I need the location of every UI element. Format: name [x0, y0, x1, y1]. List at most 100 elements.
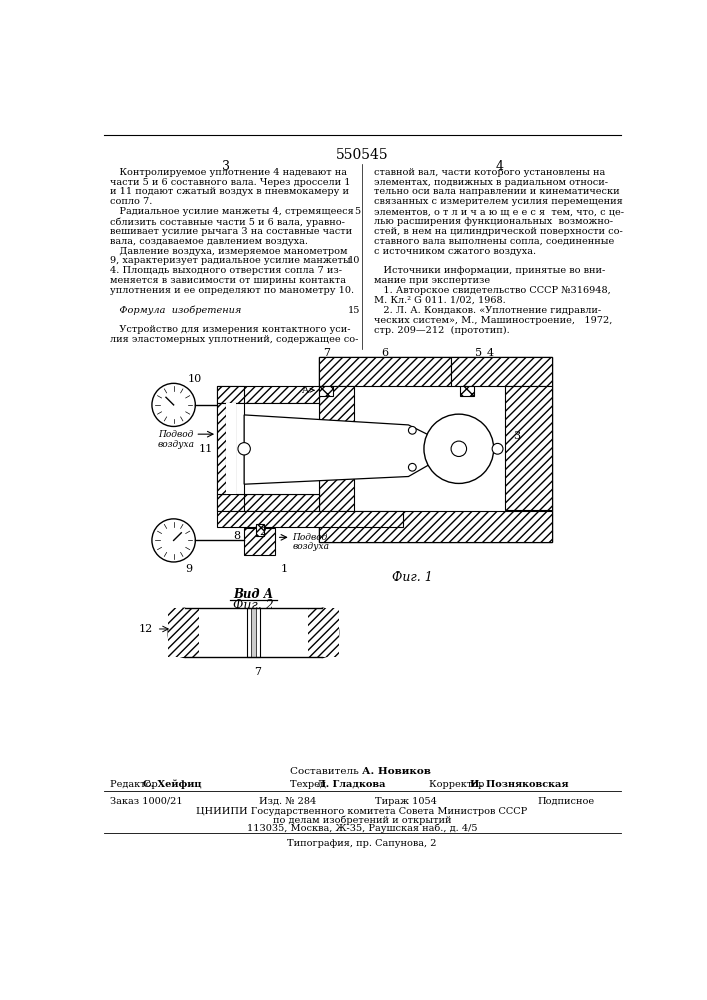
- Text: Вид А: Вид А: [233, 588, 274, 601]
- Text: 4: 4: [495, 160, 503, 173]
- Text: 5: 5: [354, 207, 361, 216]
- Bar: [235, 403, 244, 494]
- Text: 12: 12: [139, 624, 153, 634]
- Bar: [320, 386, 333, 396]
- Bar: [451, 357, 552, 386]
- Circle shape: [152, 383, 195, 426]
- Bar: [217, 511, 403, 527]
- Text: Подписное: Подписное: [538, 797, 595, 806]
- Circle shape: [424, 414, 493, 483]
- Bar: [217, 403, 226, 494]
- Text: уплотнения и ее определяют по манометру 10.: уплотнения и ее определяют по манометру …: [110, 286, 354, 295]
- Circle shape: [409, 426, 416, 434]
- Text: и 11 подают сжатый воздух в пневмокамеру и: и 11 подают сжатый воздух в пневмокамеру…: [110, 187, 349, 196]
- Text: Формула  изобретения: Формула изобретения: [110, 306, 242, 315]
- Bar: [251, 608, 256, 657]
- Text: лью расширения функциональных  возможно-: лью расширения функциональных возможно-: [373, 217, 612, 226]
- Text: ставной вал, части которого установлены на: ставной вал, части которого установлены …: [373, 168, 604, 177]
- Bar: [320, 357, 451, 386]
- Wedge shape: [168, 616, 185, 650]
- Text: 1: 1: [281, 564, 288, 574]
- Text: ческих систем», М., Машиностроение,   1972,: ческих систем», М., Машиностроение, 1972…: [373, 316, 612, 325]
- Circle shape: [409, 463, 416, 471]
- Bar: [217, 386, 320, 403]
- Text: 7: 7: [254, 667, 261, 677]
- Text: Радиальное усилие манжеты 4, стремящееся: Радиальное усилие манжеты 4, стремящееся: [110, 207, 354, 216]
- Text: 11: 11: [199, 444, 213, 454]
- Text: 550545: 550545: [336, 148, 388, 162]
- Text: 9, характеризует радиальное усилие манжеты: 9, характеризует радиальное усилие манже…: [110, 256, 351, 265]
- Text: М. Кл.² G 011. 1/02, 1968.: М. Кл.² G 011. 1/02, 1968.: [373, 296, 506, 305]
- Text: 4. Площадь выходного отверстия сопла 7 из-: 4. Площадь выходного отверстия сопла 7 и…: [110, 266, 342, 275]
- Text: тельно оси вала направлении и кинематически: тельно оси вала направлении и кинематиче…: [373, 187, 619, 196]
- Text: Редактор: Редактор: [110, 780, 161, 789]
- Text: Контролируемое уплотнение 4 надевают на: Контролируемое уплотнение 4 надевают на: [110, 168, 347, 177]
- Text: Изд. № 284: Изд. № 284: [259, 797, 316, 806]
- Bar: [256, 524, 264, 536]
- Text: связанных с измерителем усилия перемещения: связанных с измерителем усилия перемещен…: [373, 197, 622, 206]
- Text: 4: 4: [486, 348, 493, 358]
- Text: Заказ 1000/21: Заказ 1000/21: [110, 797, 182, 806]
- Bar: [168, 608, 199, 657]
- Text: Подвод: Подвод: [158, 430, 194, 439]
- Circle shape: [152, 519, 195, 562]
- Bar: [217, 403, 320, 494]
- Text: Источники информации, принятые во вни-: Источники информации, принятые во вни-: [373, 266, 604, 275]
- Text: А. Новиков: А. Новиков: [362, 767, 431, 776]
- Text: ставного вала выполнены сопла, соединенные: ставного вала выполнены сопла, соединенн…: [373, 237, 614, 246]
- Text: вешивает усилие рычага 3 на составные части: вешивает усилие рычага 3 на составные ча…: [110, 227, 352, 236]
- Bar: [217, 386, 244, 403]
- Text: стр. 209—212  (прототип).: стр. 209—212 (прототип).: [373, 325, 509, 335]
- Text: воздуха: воздуха: [292, 542, 329, 551]
- Bar: [217, 494, 244, 511]
- Text: по делам изобретений и открытий: по делам изобретений и открытий: [273, 815, 451, 825]
- Text: меняется в зависимости от ширины контакта: меняется в зависимости от ширины контакт…: [110, 276, 346, 285]
- Text: 2: 2: [259, 527, 266, 537]
- Circle shape: [238, 443, 250, 455]
- Bar: [320, 511, 552, 542]
- Polygon shape: [244, 415, 440, 484]
- Text: 6: 6: [382, 348, 389, 358]
- Text: воздуха: воздуха: [158, 440, 194, 449]
- Text: мание при экспертизе: мание при экспертизе: [373, 276, 490, 285]
- Text: Корректор: Корректор: [429, 780, 488, 789]
- Text: стей, в нем на цилиндрической поверхности со-: стей, в нем на цилиндрической поверхност…: [373, 227, 622, 236]
- Text: 8: 8: [233, 531, 240, 541]
- Text: вала, создаваемое давлением воздуха.: вала, создаваемое давлением воздуха.: [110, 237, 308, 246]
- Text: Фиг. 2: Фиг. 2: [233, 599, 274, 612]
- Text: сопло 7.: сопло 7.: [110, 197, 153, 206]
- Text: ЦНИИПИ Государственного комитета Совета Министров СССР: ЦНИИПИ Государственного комитета Совета …: [197, 807, 527, 816]
- Circle shape: [492, 443, 503, 454]
- Text: 5: 5: [474, 348, 481, 358]
- Text: 3: 3: [222, 160, 230, 173]
- Bar: [217, 494, 320, 511]
- Text: A: A: [300, 386, 314, 395]
- Text: 10: 10: [348, 256, 361, 265]
- Bar: [460, 386, 474, 396]
- Text: Л. Гладкова: Л. Гладкова: [317, 780, 385, 789]
- Text: 9: 9: [185, 564, 192, 574]
- Text: с источником сжатого воздуха.: с источником сжатого воздуха.: [373, 247, 536, 256]
- Text: Техред: Техред: [290, 780, 329, 789]
- Text: 2. Л. А. Кондаков. «Уплотнение гидравли-: 2. Л. А. Кондаков. «Уплотнение гидравли-: [373, 306, 601, 315]
- Text: 10: 10: [187, 374, 201, 384]
- Bar: [226, 403, 235, 494]
- Bar: [320, 357, 552, 542]
- Text: Составитель: Составитель: [290, 767, 362, 776]
- Bar: [244, 528, 275, 555]
- Text: Фиг. 1: Фиг. 1: [392, 571, 433, 584]
- Text: Типография, пр. Сапунова, 2: Типография, пр. Сапунова, 2: [287, 839, 437, 848]
- Text: лия эластомерных уплотнений, содержащее со-: лия эластомерных уплотнений, содержащее …: [110, 335, 358, 344]
- Text: Тираж 1054: Тираж 1054: [375, 797, 437, 806]
- Text: С. Хейфиц: С. Хейфиц: [143, 780, 201, 789]
- Text: элементов, о т л и ч а ю щ е е с я  тем, что, с це-: элементов, о т л и ч а ю щ е е с я тем, …: [373, 207, 624, 216]
- Text: И. Позняковская: И. Позняковская: [469, 780, 568, 789]
- Text: сблизить составные части 5 и 6 вала, уравно-: сблизить составные части 5 и 6 вала, ура…: [110, 217, 345, 227]
- Text: 1. Авторское свидетельство СССР №316948,: 1. Авторское свидетельство СССР №316948,: [373, 286, 610, 295]
- Bar: [247, 608, 259, 657]
- Text: элементах, подвижных в радиальном относи-: элементах, подвижных в радиальном относи…: [373, 178, 607, 187]
- Text: части 5 и 6 составного вала. Через дроссели 1: части 5 и 6 составного вала. Через дросс…: [110, 178, 351, 187]
- Bar: [308, 608, 339, 657]
- Text: 7: 7: [323, 348, 329, 358]
- Text: Давление воздуха, измеряемое манометром: Давление воздуха, измеряемое манометром: [110, 247, 348, 256]
